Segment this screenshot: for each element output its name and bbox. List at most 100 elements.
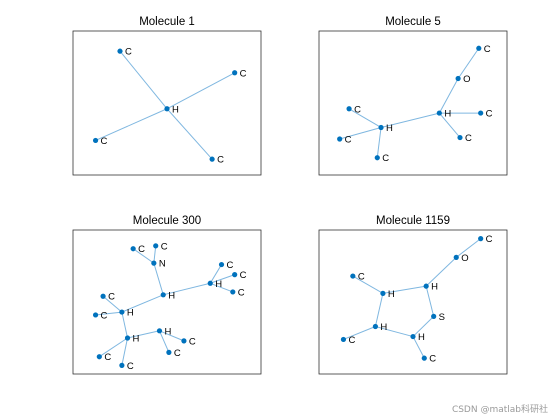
graph-node bbox=[232, 70, 238, 76]
graph-node bbox=[410, 333, 416, 340]
graph-edge bbox=[374, 293, 384, 327]
graph-node bbox=[374, 155, 380, 161]
graph-node bbox=[346, 106, 352, 112]
node-label: H bbox=[133, 334, 140, 345]
node-label: H bbox=[418, 332, 425, 343]
node-label: C bbox=[465, 133, 472, 144]
graph-node bbox=[166, 349, 172, 355]
node-label: C bbox=[127, 361, 134, 372]
node-label: C bbox=[240, 68, 247, 79]
graph-edge bbox=[159, 330, 170, 353]
axes-frame bbox=[72, 30, 262, 176]
node-label: H bbox=[127, 308, 134, 319]
graph-edge bbox=[99, 337, 128, 358]
node-label: C bbox=[348, 335, 355, 346]
graph-node bbox=[230, 289, 236, 295]
graph-node bbox=[96, 354, 102, 360]
axes-frame bbox=[318, 229, 508, 375]
node-label: C bbox=[101, 310, 108, 321]
graph-edge bbox=[163, 282, 211, 296]
graph-edge bbox=[153, 262, 164, 295]
node-label: C bbox=[484, 44, 491, 55]
graph-edge bbox=[210, 282, 233, 293]
graph-node bbox=[130, 246, 136, 252]
graph-edge bbox=[119, 50, 168, 110]
node-label: C bbox=[345, 135, 352, 146]
graph-edge bbox=[425, 286, 435, 317]
graph-node bbox=[436, 110, 442, 116]
graph-node bbox=[340, 336, 347, 343]
graph-edge bbox=[121, 337, 129, 366]
graph-edge bbox=[352, 275, 384, 294]
axes-frame bbox=[318, 30, 508, 176]
graph-node bbox=[350, 273, 356, 279]
graph-edge bbox=[438, 112, 461, 138]
graph-node bbox=[476, 45, 482, 51]
axes-frame bbox=[72, 229, 262, 375]
graph-node bbox=[453, 254, 459, 260]
node-label: C bbox=[358, 272, 365, 283]
node-label: C bbox=[101, 136, 108, 147]
node-label: C bbox=[240, 270, 247, 281]
graph-node bbox=[124, 335, 131, 341]
graph-edge bbox=[348, 108, 382, 128]
panel-title: Molecule 300 bbox=[133, 215, 201, 227]
graph-node bbox=[478, 236, 484, 242]
graph-edge bbox=[159, 330, 185, 342]
graph-edge bbox=[121, 311, 129, 339]
graph-node bbox=[372, 323, 378, 330]
graph-edge bbox=[102, 295, 123, 313]
node-label: S bbox=[439, 312, 445, 323]
graph-edge bbox=[132, 248, 155, 264]
node-label: H bbox=[386, 123, 393, 134]
graph-node bbox=[209, 156, 215, 162]
node-label: H bbox=[388, 289, 395, 300]
graph-edge bbox=[376, 127, 382, 158]
graph-node bbox=[164, 106, 170, 112]
node-label: C bbox=[174, 348, 181, 359]
node-label: O bbox=[463, 74, 470, 85]
graph-node bbox=[100, 293, 106, 299]
node-label: C bbox=[227, 260, 234, 271]
node-label: C bbox=[238, 287, 245, 298]
graph-edge bbox=[412, 316, 435, 337]
graph-edge bbox=[380, 112, 440, 128]
node-label: C bbox=[138, 244, 145, 255]
graph-node bbox=[151, 260, 157, 266]
graph-node bbox=[218, 261, 225, 268]
node-label: H bbox=[215, 279, 222, 290]
graph-node bbox=[153, 243, 159, 249]
node-label: N bbox=[159, 259, 166, 270]
node-label: C bbox=[354, 104, 361, 115]
node-label: C bbox=[104, 352, 111, 363]
graph-edge bbox=[457, 47, 480, 79]
graph-edge bbox=[209, 264, 222, 284]
node-label: C bbox=[108, 292, 115, 303]
graph-node bbox=[478, 110, 484, 116]
node-label: H bbox=[164, 326, 171, 337]
graph-node bbox=[232, 272, 238, 278]
graph-edge bbox=[121, 294, 164, 313]
node-label: H bbox=[444, 109, 451, 120]
graph-edge bbox=[455, 238, 481, 258]
node-label: C bbox=[429, 354, 436, 365]
node-label: H bbox=[380, 322, 387, 333]
node-label: C bbox=[161, 241, 168, 252]
node-label: H bbox=[431, 282, 438, 293]
panel-title: Molecule 1 bbox=[139, 16, 195, 28]
graph-edge bbox=[95, 311, 122, 316]
node-label: H bbox=[168, 290, 175, 301]
node-label: O bbox=[461, 253, 468, 264]
graph-node bbox=[423, 283, 429, 289]
graph-edge bbox=[438, 78, 459, 114]
graph-edge bbox=[166, 108, 213, 160]
graph-edge bbox=[343, 326, 376, 340]
graph-node bbox=[92, 137, 99, 144]
graph-node bbox=[92, 312, 99, 318]
graph-edge bbox=[95, 108, 168, 141]
graph-edge bbox=[375, 325, 414, 338]
graph-node bbox=[431, 313, 437, 319]
graph-node bbox=[117, 48, 123, 54]
panel-1: Molecule 1 C C H C C bbox=[72, 16, 262, 176]
